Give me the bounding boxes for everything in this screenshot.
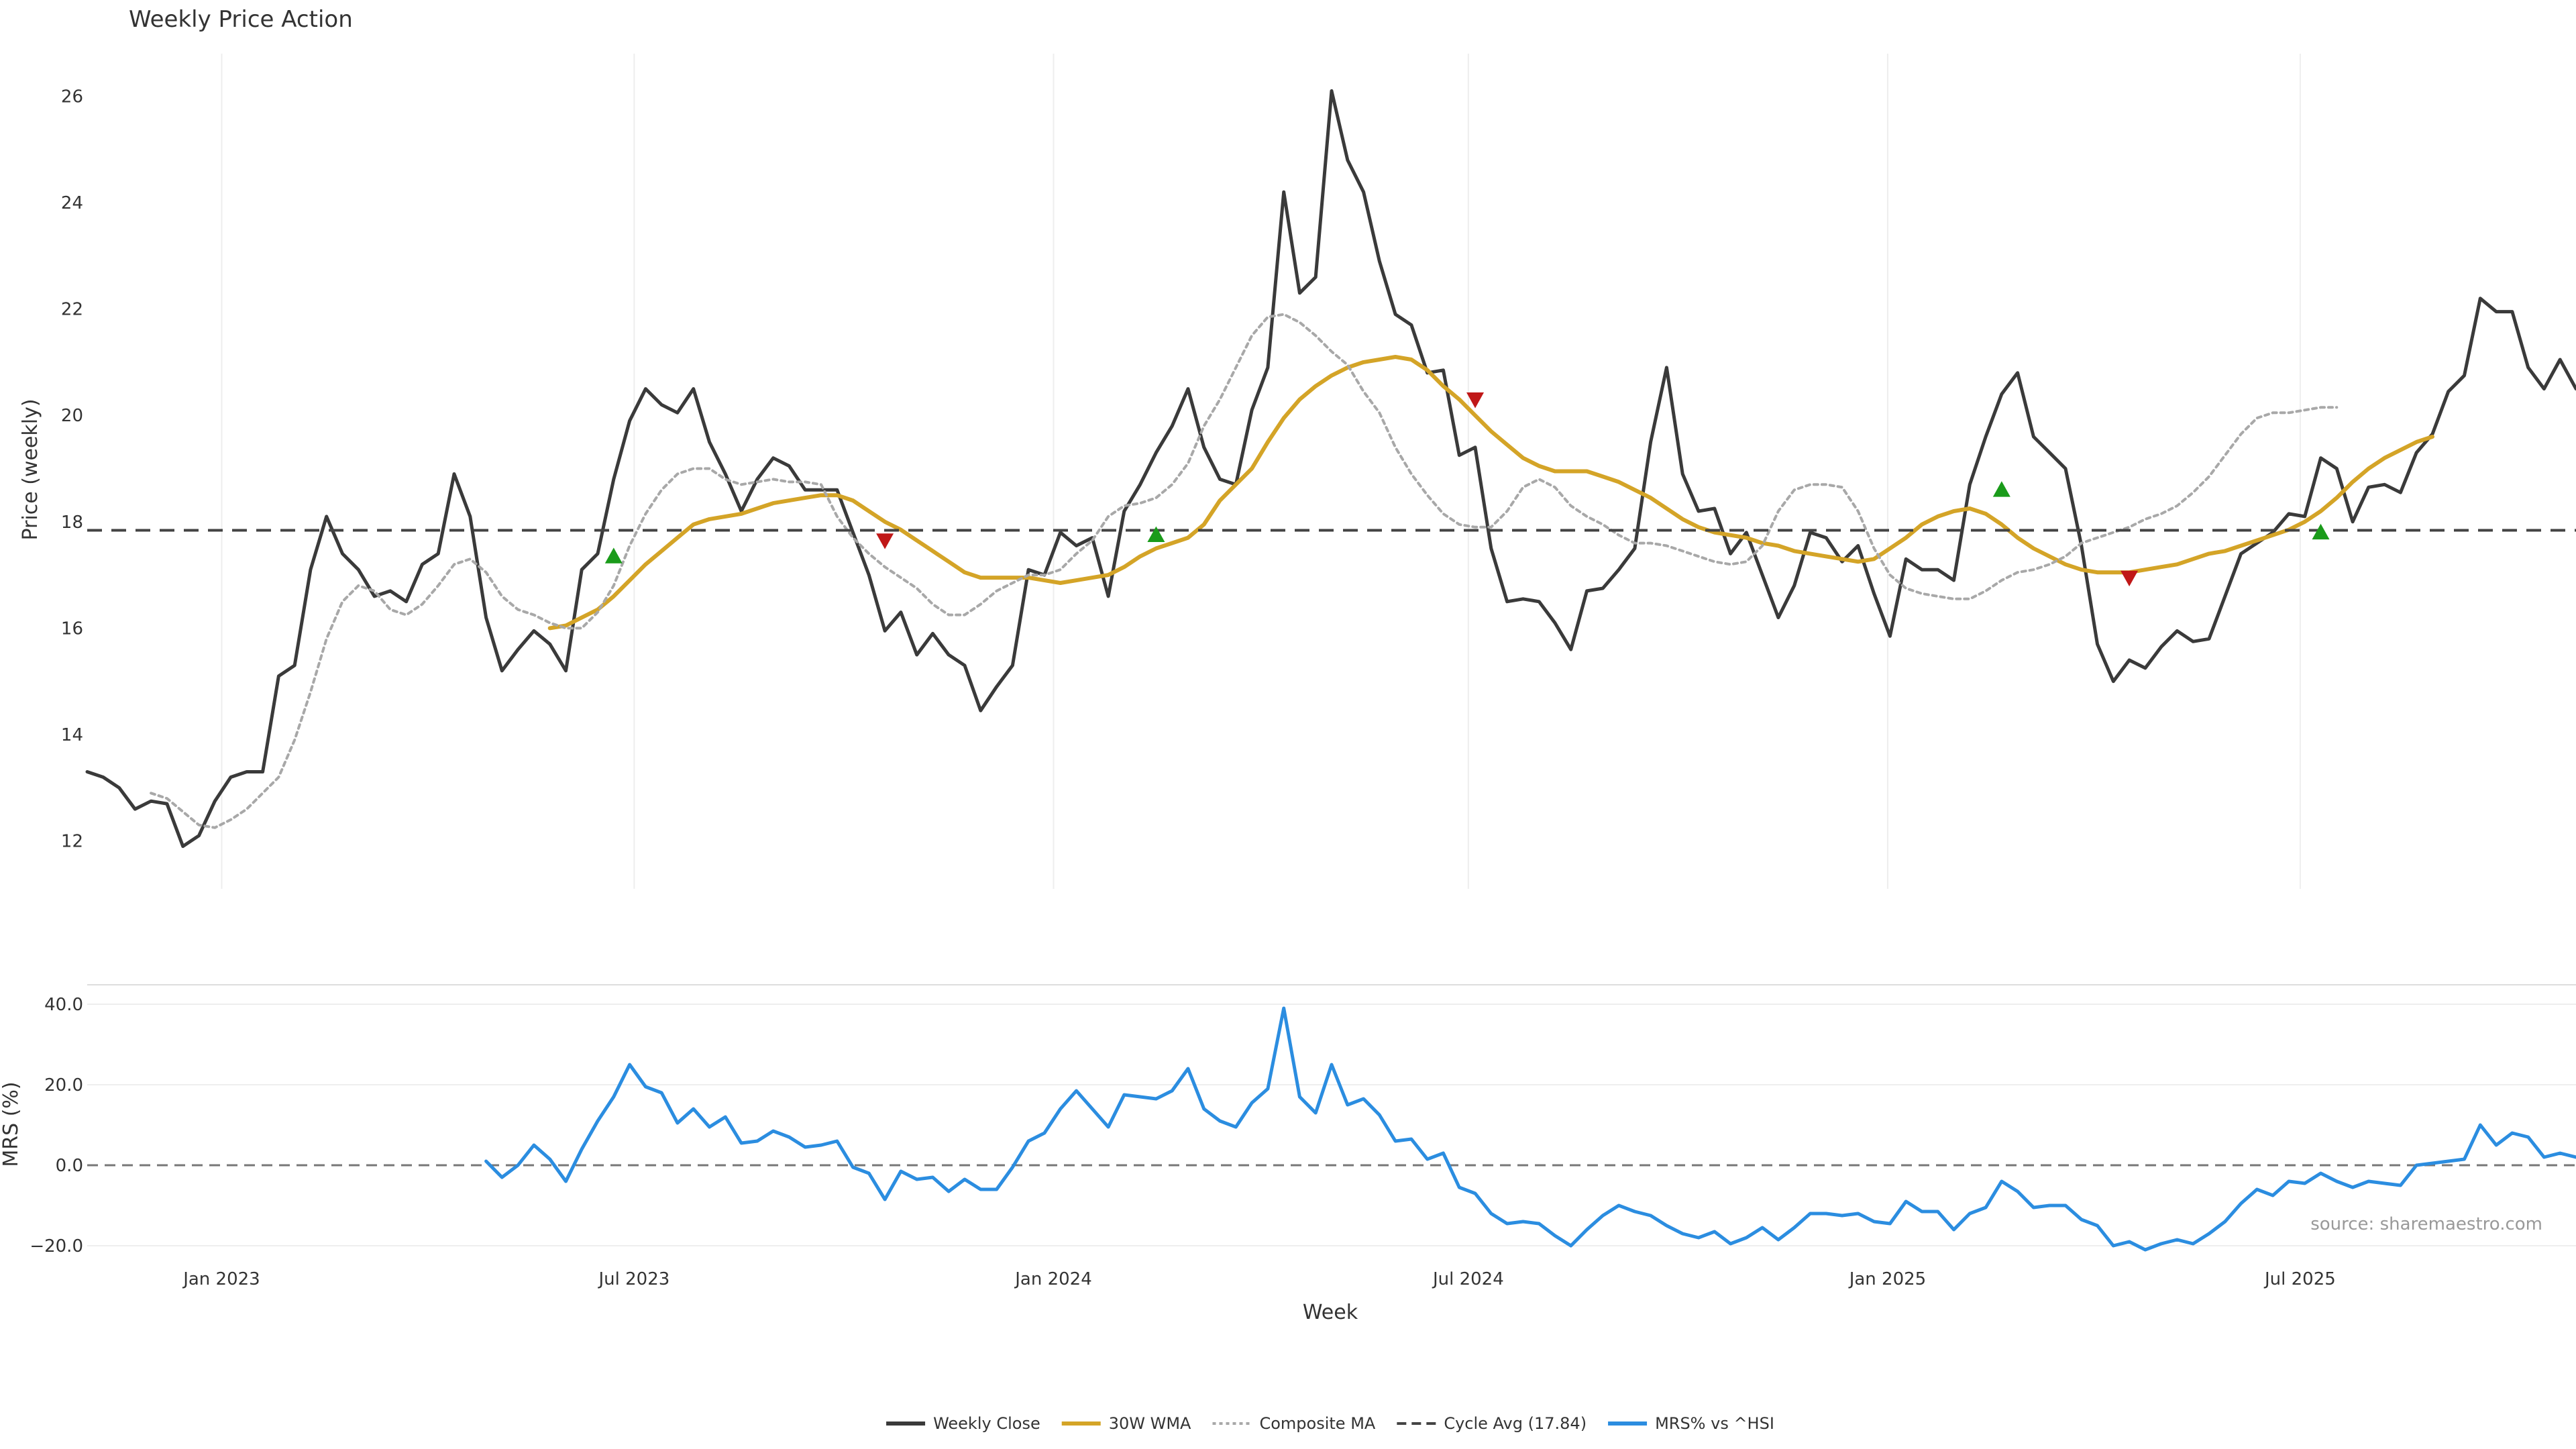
legend-label: MRS% vs ^HSI <box>1655 1414 1774 1433</box>
price-y-tick-label: 18 <box>61 513 83 533</box>
sell-signal-marker <box>2121 570 2139 587</box>
price-y-tick-label: 14 <box>61 725 83 745</box>
series-mrs-vs-hsi-line <box>484 1006 2576 1252</box>
legend: Weekly Close 30W WMA Composite MA Cycle Avg… <box>886 1414 1774 1433</box>
x-axis-label: Week <box>1303 1301 1358 1324</box>
buy-signal-marker <box>604 547 623 564</box>
price-y-ticks: 12 14 16 18 20 22 24 26 <box>61 87 83 851</box>
mrs-y-axis-label: MRS (%) <box>0 1081 23 1167</box>
series-composite-ma-line <box>150 313 2339 829</box>
series-weekly-close-line <box>85 89 2576 849</box>
mrs-y-tick-label: 20.0 <box>44 1075 83 1095</box>
mrs-gridlines <box>87 1004 2576 1246</box>
price-panel: 12 14 16 18 20 22 24 26 Price (weekly) <box>19 54 2576 889</box>
x-tick-label: Jul 2025 <box>2263 1269 2336 1289</box>
price-gridlines <box>221 54 2301 889</box>
price-series <box>85 89 2576 849</box>
buy-signal-marker <box>1147 526 1165 543</box>
mrs-series <box>484 1006 2576 1252</box>
buy-signal-marker <box>2312 523 2330 540</box>
mrs-y-tick-label: 0.0 <box>56 1156 83 1176</box>
x-tick-label: Jul 2023 <box>597 1269 669 1289</box>
legend-label: Weekly Close <box>933 1414 1040 1433</box>
price-y-axis-label: Price (weekly) <box>19 398 42 540</box>
mrs-y-tick-label: −20.0 <box>30 1236 83 1256</box>
price-y-tick-label: 20 <box>61 406 83 426</box>
chart-title: Weekly Price Action <box>129 6 353 33</box>
price-y-tick-label: 16 <box>61 619 83 639</box>
source-annotation: source: sharemaestro.com <box>2310 1214 2542 1234</box>
sell-signal-marker <box>1466 392 1485 409</box>
legend-label: Cycle Avg (17.84) <box>1444 1414 1587 1433</box>
legend-label: Composite MA <box>1259 1414 1375 1433</box>
sell-signal-marker <box>876 533 894 549</box>
mrs-panel: −20.00.020.040.0 Jan 2023 Jul 2023 Jan 202… <box>0 984 2576 1324</box>
buy-signal-marker <box>1992 481 2010 497</box>
signal-markers <box>604 392 2330 587</box>
x-axis-ticks: Jan 2023 Jul 2023 Jan 2024 Jul 2024 Jan 2025… <box>182 1269 2336 1289</box>
x-tick-label: Jan 2025 <box>1848 1269 1927 1289</box>
price-y-tick-label: 24 <box>61 193 83 213</box>
x-tick-label: Jan 2024 <box>1014 1269 1092 1289</box>
price-y-tick-label: 12 <box>61 832 83 852</box>
mrs-y-ticks: −20.0 0.0 20.0 40.0 <box>30 995 83 1256</box>
price-y-tick-label: 26 <box>61 87 83 107</box>
series-30w-wma-line <box>547 355 2434 631</box>
price-y-tick-label: 22 <box>61 300 83 320</box>
x-tick-label: Jan 2023 <box>182 1269 260 1289</box>
mrs-y-tick-label: 40.0 <box>44 995 83 1015</box>
x-tick-label: Jul 2024 <box>1432 1269 1504 1289</box>
legend-label: 30W WMA <box>1109 1414 1191 1433</box>
